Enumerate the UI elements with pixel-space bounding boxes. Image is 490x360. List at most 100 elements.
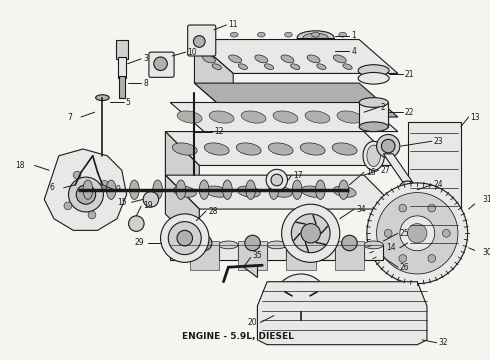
Text: 4: 4 xyxy=(351,47,356,56)
Polygon shape xyxy=(195,40,233,117)
Text: 18: 18 xyxy=(15,161,24,170)
Ellipse shape xyxy=(106,180,116,199)
Text: 7: 7 xyxy=(68,113,73,122)
Ellipse shape xyxy=(317,64,326,69)
Ellipse shape xyxy=(337,111,362,123)
Text: 35: 35 xyxy=(252,251,262,260)
Ellipse shape xyxy=(359,122,388,131)
Ellipse shape xyxy=(236,143,261,155)
Polygon shape xyxy=(44,149,126,230)
Bar xyxy=(116,40,127,59)
Ellipse shape xyxy=(238,64,247,69)
Circle shape xyxy=(282,282,320,320)
Circle shape xyxy=(292,214,330,253)
Bar xyxy=(408,122,461,253)
Circle shape xyxy=(399,255,407,262)
Circle shape xyxy=(301,224,320,243)
Ellipse shape xyxy=(246,180,255,199)
Circle shape xyxy=(196,235,212,251)
Ellipse shape xyxy=(172,143,197,155)
Bar xyxy=(238,241,267,270)
Text: 1: 1 xyxy=(351,31,356,40)
Ellipse shape xyxy=(303,33,328,42)
Polygon shape xyxy=(241,265,257,277)
Ellipse shape xyxy=(293,180,302,199)
FancyBboxPatch shape xyxy=(149,52,174,77)
Bar xyxy=(359,103,388,127)
Ellipse shape xyxy=(333,186,356,197)
Ellipse shape xyxy=(269,180,279,199)
Circle shape xyxy=(403,185,413,194)
Ellipse shape xyxy=(203,32,211,37)
Text: 20: 20 xyxy=(248,318,257,327)
Polygon shape xyxy=(166,175,199,248)
Circle shape xyxy=(292,291,311,311)
Ellipse shape xyxy=(173,186,196,197)
Polygon shape xyxy=(195,40,398,73)
Ellipse shape xyxy=(230,32,238,37)
Ellipse shape xyxy=(268,143,293,155)
Bar xyxy=(364,245,383,260)
Text: 5: 5 xyxy=(125,98,130,107)
Ellipse shape xyxy=(281,55,294,63)
Text: 8: 8 xyxy=(143,78,148,87)
Circle shape xyxy=(271,174,283,186)
Ellipse shape xyxy=(316,180,325,199)
Ellipse shape xyxy=(83,180,93,199)
Bar xyxy=(316,245,335,260)
Text: 23: 23 xyxy=(434,137,443,146)
Ellipse shape xyxy=(333,55,346,63)
Text: 15: 15 xyxy=(117,198,126,207)
Ellipse shape xyxy=(307,55,320,63)
Circle shape xyxy=(384,229,392,237)
Bar xyxy=(190,241,219,270)
Circle shape xyxy=(168,222,201,255)
Text: 9: 9 xyxy=(116,185,121,194)
Circle shape xyxy=(428,204,436,212)
Text: 21: 21 xyxy=(405,70,414,79)
Text: 14: 14 xyxy=(386,243,396,252)
Ellipse shape xyxy=(358,72,389,84)
Circle shape xyxy=(154,57,167,71)
Ellipse shape xyxy=(363,141,384,170)
Text: 29: 29 xyxy=(134,238,144,247)
Polygon shape xyxy=(166,131,199,209)
Circle shape xyxy=(88,211,96,219)
Text: ENGINE - 5.9L, DIESEL: ENGINE - 5.9L, DIESEL xyxy=(182,332,294,341)
Circle shape xyxy=(377,193,458,274)
Circle shape xyxy=(381,139,395,153)
Circle shape xyxy=(428,255,436,262)
Ellipse shape xyxy=(177,111,202,123)
Ellipse shape xyxy=(339,32,346,37)
Ellipse shape xyxy=(332,143,357,155)
Text: 3: 3 xyxy=(143,54,148,63)
Ellipse shape xyxy=(297,31,334,44)
Text: 34: 34 xyxy=(356,204,366,213)
Ellipse shape xyxy=(305,111,330,123)
Circle shape xyxy=(194,36,205,47)
Ellipse shape xyxy=(222,180,232,199)
Ellipse shape xyxy=(358,65,389,76)
Ellipse shape xyxy=(257,32,265,37)
Bar xyxy=(297,37,334,54)
Text: 22: 22 xyxy=(405,108,414,117)
Circle shape xyxy=(282,204,340,262)
Circle shape xyxy=(399,181,416,198)
Ellipse shape xyxy=(291,64,300,69)
Circle shape xyxy=(274,274,328,328)
Circle shape xyxy=(76,185,96,204)
Circle shape xyxy=(143,192,159,207)
Ellipse shape xyxy=(96,95,109,100)
Circle shape xyxy=(342,235,357,251)
Bar xyxy=(170,245,190,260)
Ellipse shape xyxy=(297,48,334,60)
FancyBboxPatch shape xyxy=(188,25,216,56)
Ellipse shape xyxy=(267,241,287,249)
Ellipse shape xyxy=(209,111,234,123)
Text: 17: 17 xyxy=(293,171,303,180)
Bar xyxy=(118,57,125,78)
Text: 30: 30 xyxy=(482,248,490,257)
Ellipse shape xyxy=(202,55,216,63)
Text: 11: 11 xyxy=(228,21,238,30)
Ellipse shape xyxy=(359,98,388,107)
